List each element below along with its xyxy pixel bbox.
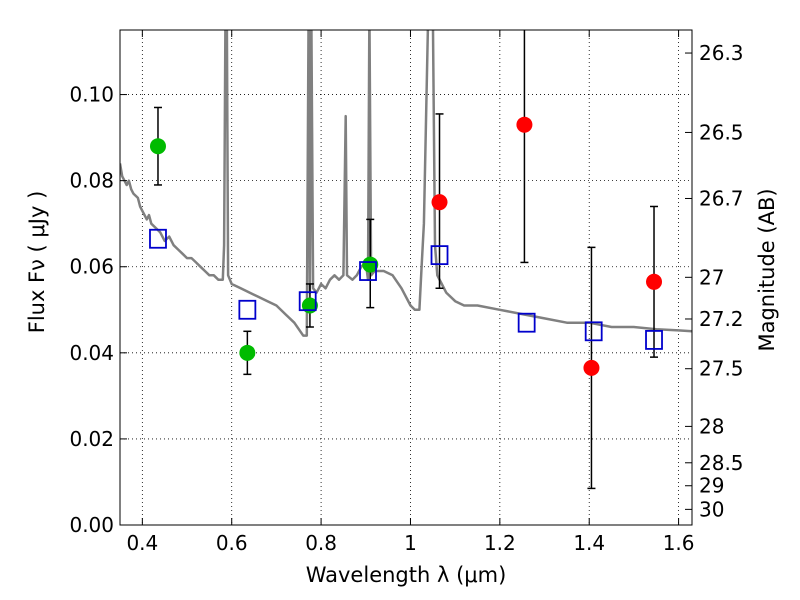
- model-square: [584, 321, 603, 342]
- model-square: [149, 228, 167, 249]
- model-square: [430, 245, 449, 266]
- red-point: [516, 116, 533, 133]
- green-point: [149, 138, 166, 155]
- y-tick-label: 0.00: [69, 513, 114, 537]
- right-tick-label: 30: [699, 497, 724, 521]
- x-tick-label: 1.2: [484, 531, 516, 555]
- right-tick-label: 28: [699, 414, 724, 438]
- y-axis-label: Flux Fν ( μJy ): [25, 191, 49, 334]
- model-square: [645, 330, 663, 350]
- y-tick-label: 0.10: [69, 83, 114, 107]
- red-points: [431, 116, 663, 376]
- model-square: [517, 312, 536, 333]
- model-squares: [149, 228, 663, 350]
- model-spectrum-line: [120, 30, 692, 337]
- model-spectrum: [120, 30, 692, 337]
- y-tick-label: 0.02: [69, 427, 114, 451]
- model-square: [238, 299, 257, 320]
- right-axis-label: Magnitude (AB): [755, 188, 779, 351]
- green-point: [362, 256, 379, 273]
- right-tick-label: 26.5: [699, 120, 744, 144]
- grid: [120, 30, 692, 526]
- red-point: [583, 359, 600, 376]
- right-tick-label: 27.5: [699, 357, 744, 381]
- ticks: [120, 30, 692, 526]
- x-axis-label: Wavelength λ (μm): [306, 563, 507, 587]
- model-square: [298, 291, 317, 312]
- plot-frame: [119, 29, 693, 526]
- y-tick-label: 0.08: [69, 169, 114, 193]
- model-square: [359, 261, 377, 281]
- x-tick-label: 0.6: [216, 531, 248, 555]
- green-point: [239, 344, 256, 361]
- y-tick-labels: 0.00 0.02 0.04 0.06 0.08 0.10: [69, 83, 114, 537]
- x-tick-label: 1: [404, 531, 417, 555]
- right-tick-label: 29: [699, 474, 724, 498]
- right-tick-label: 26.7: [699, 186, 744, 210]
- right-tick-label: 27: [699, 265, 724, 289]
- y-tick-label: 0.06: [69, 255, 114, 279]
- red-point: [646, 273, 663, 290]
- x-tick-label: 0.4: [126, 531, 158, 555]
- x-tick-label: 1.4: [573, 531, 605, 555]
- right-tick-label: 27.2: [699, 307, 744, 331]
- right-tick-label: 28.5: [699, 451, 744, 475]
- x-tick-label: 1.6: [663, 531, 695, 555]
- x-tick-label: 0.8: [305, 531, 337, 555]
- x-tick-labels: 0.4 0.6 0.8 1 1.2 1.4 1.6: [126, 531, 694, 555]
- red-point: [431, 194, 448, 211]
- error-bars: [153, 30, 659, 490]
- y-tick-label: 0.04: [69, 341, 114, 365]
- right-tick-label: 26.3: [699, 41, 744, 65]
